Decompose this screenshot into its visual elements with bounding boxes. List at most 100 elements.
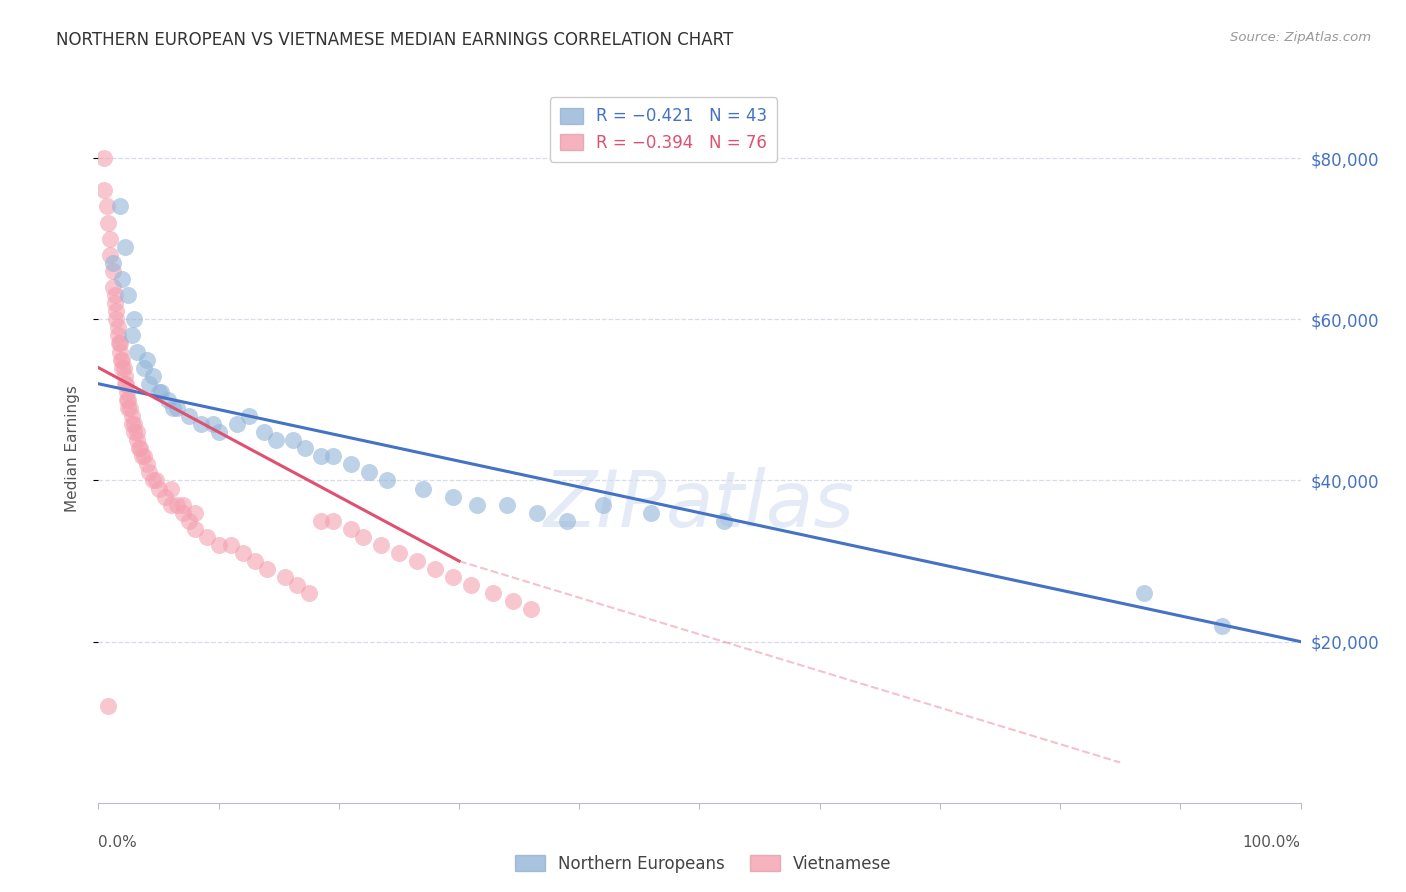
Point [108, 336, 131, 351]
Point [124, 417, 146, 431]
Point [441, 490, 464, 504]
Point [285, 578, 308, 592]
Point [441, 570, 464, 584]
Point [232, 546, 254, 560]
Text: Source: ZipAtlas.com: Source: ZipAtlas.com [1230, 31, 1371, 45]
Point [141, 368, 163, 383]
Point [172, 506, 194, 520]
Point [114, 240, 136, 254]
Point [166, 401, 188, 415]
Point [166, 498, 188, 512]
Point [526, 506, 548, 520]
Point [132, 450, 155, 464]
Point [266, 433, 288, 447]
Legend: R = −0.421   N = 43, R = −0.394   N = 76: R = −0.421 N = 43, R = −0.394 N = 76 [550, 97, 778, 161]
Point [138, 376, 160, 391]
Point [114, 368, 136, 383]
Point [117, 288, 139, 302]
Point [111, 272, 134, 286]
Point [121, 409, 143, 423]
Point [112, 360, 135, 375]
Point [640, 506, 662, 520]
Point [97, 216, 120, 230]
Point [177, 409, 200, 423]
Point [100, 232, 122, 246]
Text: ZIPatlas: ZIPatlas [544, 467, 855, 543]
Point [298, 586, 321, 600]
Point [124, 425, 146, 439]
Point [153, 490, 176, 504]
Point [115, 376, 138, 391]
Point [159, 482, 181, 496]
Point [121, 328, 143, 343]
Point [111, 360, 134, 375]
Point [108, 336, 131, 351]
Point [125, 344, 148, 359]
Point [101, 264, 124, 278]
Point [465, 498, 488, 512]
Point [110, 352, 132, 367]
Point [128, 442, 150, 456]
Point [352, 530, 374, 544]
Point [357, 466, 380, 480]
Point [172, 498, 194, 512]
Point [145, 474, 167, 488]
Point [117, 401, 139, 415]
Point [460, 578, 482, 592]
Point [309, 514, 332, 528]
Point [101, 256, 124, 270]
Point [117, 384, 139, 399]
Point [131, 450, 153, 464]
Point [406, 554, 429, 568]
Point [322, 514, 344, 528]
Legend: Northern Europeans, Vietnamese: Northern Europeans, Vietnamese [508, 848, 898, 880]
Point [135, 352, 157, 367]
Point [159, 498, 181, 512]
Point [294, 442, 316, 456]
Point [1133, 586, 1156, 600]
Point [256, 562, 278, 576]
Point [238, 409, 260, 423]
Point [117, 392, 139, 407]
Point [93, 151, 115, 165]
Point [141, 474, 163, 488]
Point [104, 296, 127, 310]
Point [225, 417, 247, 431]
Point [124, 312, 146, 326]
Point [412, 482, 434, 496]
Point [253, 425, 276, 439]
Point [108, 199, 131, 213]
Point [149, 384, 172, 399]
Point [117, 392, 139, 407]
Point [177, 514, 200, 528]
Point [125, 425, 148, 439]
Point [340, 458, 363, 472]
Point [190, 417, 212, 431]
Point [96, 199, 118, 213]
Point [105, 312, 128, 326]
Point [148, 384, 170, 399]
Point [132, 360, 155, 375]
Point [309, 450, 332, 464]
Point [283, 433, 305, 447]
Point [375, 474, 398, 488]
Text: NORTHERN EUROPEAN VS VIETNAMESE MEDIAN EARNINGS CORRELATION CHART: NORTHERN EUROPEAN VS VIETNAMESE MEDIAN E… [56, 31, 734, 49]
Point [162, 401, 184, 415]
Point [97, 699, 120, 714]
Point [183, 522, 205, 536]
Point [370, 538, 392, 552]
Point [129, 442, 152, 456]
Point [423, 562, 446, 576]
Point [1211, 618, 1233, 632]
Point [201, 417, 224, 431]
Point [340, 522, 363, 536]
Point [114, 376, 136, 391]
Point [195, 530, 218, 544]
Point [502, 594, 524, 608]
Point [322, 450, 344, 464]
Point [135, 458, 157, 472]
Point [104, 288, 127, 302]
Point [219, 538, 242, 552]
Point [105, 304, 128, 318]
Point [93, 183, 115, 197]
